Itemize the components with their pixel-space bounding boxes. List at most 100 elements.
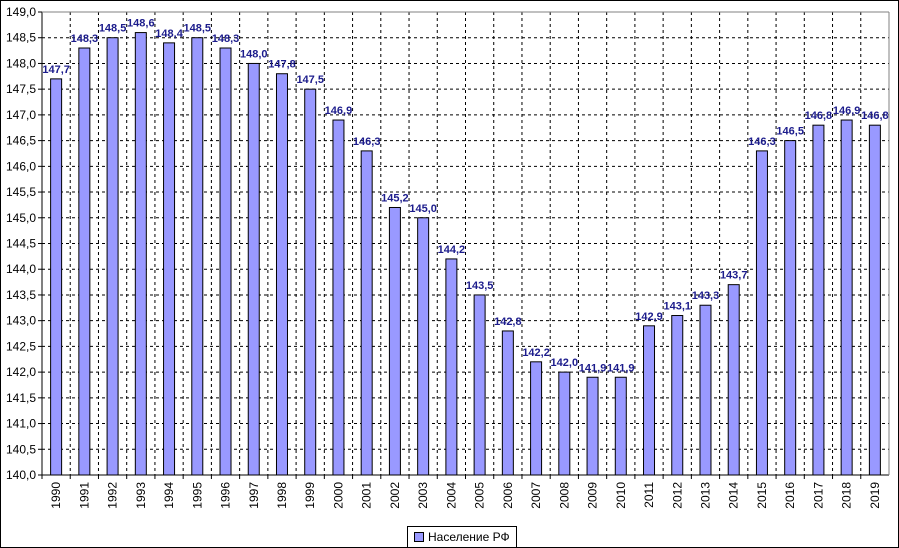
data-label: 141,9: [579, 362, 607, 374]
x-tick-label: 2006: [501, 482, 515, 509]
x-tick-label: 1999: [303, 482, 317, 509]
data-label: 143,3: [692, 290, 720, 302]
y-tick-label: 146,0: [6, 159, 36, 173]
y-tick-label: 147,5: [6, 82, 36, 96]
data-label: 143,5: [466, 280, 494, 292]
bar: [275, 73, 288, 476]
bar: [586, 376, 599, 476]
bar: [784, 140, 797, 476]
bar: [78, 47, 91, 476]
x-tick-label: 1990: [49, 482, 63, 509]
data-label: 146,5: [776, 126, 804, 138]
x-tick-label: 1993: [134, 482, 148, 509]
bar: [163, 42, 176, 476]
y-tick-label: 143,5: [6, 288, 36, 302]
bar: [727, 284, 740, 476]
bar: [304, 88, 317, 476]
x-tick-label: 1998: [275, 482, 289, 509]
data-label: 143,7: [720, 270, 748, 282]
x-tick-label: 2013: [698, 482, 712, 509]
y-tick-label: 145,0: [6, 211, 36, 225]
data-label: 145,2: [381, 192, 409, 204]
data-label: 146,8: [861, 110, 889, 122]
data-label: 143,1: [663, 301, 691, 313]
y-tick-label: 149,0: [6, 5, 36, 19]
x-tick-label: 2001: [360, 482, 374, 509]
x-tick-label: 2004: [444, 482, 458, 509]
y-tick-label: 140,5: [6, 442, 36, 456]
x-tick-label: 1996: [219, 482, 233, 509]
data-label: 142,8: [494, 316, 522, 328]
y-tick-label: 148,5: [6, 31, 36, 45]
bar: [530, 361, 543, 476]
bar: [812, 124, 825, 476]
legend-label: Население РФ: [428, 530, 510, 544]
data-label: 146,3: [353, 136, 381, 148]
data-label: 146,3: [748, 136, 776, 148]
bar: [219, 47, 232, 476]
data-label: 148,5: [99, 23, 127, 35]
data-label: 147,5: [296, 74, 324, 86]
x-tick-label: 2017: [811, 482, 825, 509]
data-label: 145,0: [409, 203, 437, 215]
bar: [473, 294, 486, 476]
y-tick-label: 144,0: [6, 262, 36, 276]
x-tick-label: 1997: [247, 482, 261, 509]
data-label: 147,7: [42, 64, 70, 76]
data-label: 142,2: [522, 347, 550, 359]
bar: [332, 119, 345, 476]
bar: [50, 78, 63, 476]
data-label: 148,3: [212, 33, 240, 45]
x-tick-label: 1995: [190, 482, 204, 509]
bar: [445, 258, 458, 476]
data-label: 148,4: [155, 28, 183, 40]
data-label: 144,2: [438, 244, 466, 256]
y-tick-label: 147,0: [6, 108, 36, 122]
x-tick-label: 1991: [77, 482, 91, 509]
data-label: 142,0: [551, 357, 579, 369]
x-tick-label: 2005: [473, 482, 487, 509]
data-label: 146,8: [805, 110, 833, 122]
bar: [106, 37, 119, 476]
y-tick-label: 141,5: [6, 391, 36, 405]
x-tick-label: 2018: [840, 482, 854, 509]
data-label: 148,0: [240, 48, 268, 60]
x-tick-label: 2008: [557, 482, 571, 509]
x-tick-label: 2009: [586, 482, 600, 509]
bar: [868, 124, 881, 476]
y-tick-label: 145,5: [6, 185, 36, 199]
x-tick-label: 1994: [162, 482, 176, 509]
bar: [501, 330, 514, 476]
data-label: 148,6: [127, 18, 155, 30]
x-tick-label: 1992: [106, 482, 120, 509]
bar: [614, 376, 627, 476]
bar: [388, 206, 401, 476]
x-tick-label: 2012: [670, 482, 684, 509]
bar: [417, 217, 430, 476]
bar: [643, 325, 656, 476]
x-tick-label: 2016: [783, 482, 797, 509]
data-label: 146,9: [325, 105, 353, 117]
y-tick-label: 142,5: [6, 339, 36, 353]
x-tick-label: 2010: [614, 482, 628, 509]
x-tick-label: 2002: [388, 482, 402, 509]
legend: Население РФ: [407, 526, 517, 548]
bar: [360, 150, 373, 476]
y-tick-label: 141,0: [6, 417, 36, 431]
bar: [191, 37, 204, 476]
bar: [247, 62, 260, 476]
data-label: 147,8: [268, 59, 296, 71]
bar: [134, 32, 147, 476]
x-tick-label: 2019: [868, 482, 882, 509]
bar: [699, 304, 712, 476]
y-tick-label: 143,0: [6, 314, 36, 328]
x-tick-label: 2011: [642, 482, 656, 508]
bar: [558, 371, 571, 476]
x-tick-label: 2000: [331, 482, 345, 509]
legend-swatch: [414, 532, 424, 542]
data-label: 141,9: [607, 362, 635, 374]
bar: [671, 315, 684, 476]
data-label: 148,5: [184, 23, 212, 35]
x-tick-label: 2003: [416, 482, 430, 509]
